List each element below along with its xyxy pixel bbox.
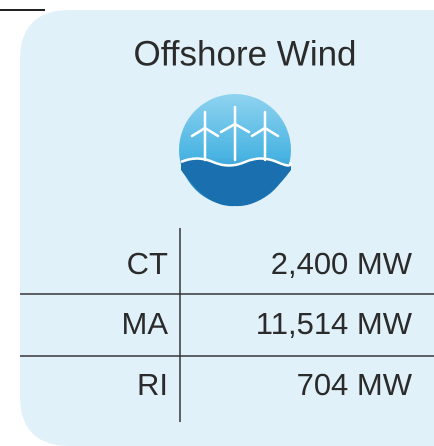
state-label: RI xyxy=(137,367,168,402)
card-title: Offshore Wind xyxy=(133,34,356,73)
capacity-value: 11,514 MW xyxy=(256,306,413,341)
state-label: CT xyxy=(127,246,168,281)
state-label: MA xyxy=(122,306,169,341)
capacity-value: 2,400 MW xyxy=(271,246,413,281)
capacity-value: 704 MW xyxy=(297,367,413,402)
wind-icon xyxy=(179,94,292,207)
card-background xyxy=(20,10,434,446)
